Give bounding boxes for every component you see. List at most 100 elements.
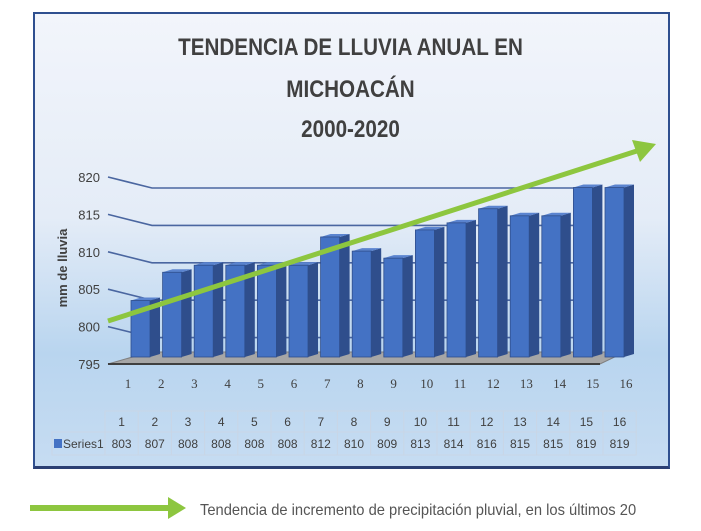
bar-side	[150, 297, 160, 357]
table-header-cell: 11	[447, 415, 460, 429]
bar-side	[624, 184, 634, 357]
table-value-cell: 816	[477, 437, 497, 451]
bar-top	[383, 255, 413, 259]
x-tick-label: 6	[291, 376, 298, 391]
bar-side	[308, 262, 318, 357]
y-tick-label: 795	[78, 357, 100, 372]
table-value-cell: 808	[244, 437, 264, 451]
table-value-cell: 809	[377, 437, 397, 451]
legend-key	[54, 439, 62, 448]
table-header-cell: 9	[384, 415, 391, 429]
table-header-cell: 6	[284, 415, 291, 429]
chart-title-line-2: MICHOACÁN	[286, 76, 415, 103]
table-value-cell: 813	[410, 437, 430, 451]
bar	[162, 271, 183, 358]
table-header-cell: 3	[185, 415, 192, 429]
x-tick-label: 12	[487, 376, 500, 391]
table-value-cell: 803	[112, 437, 132, 451]
chart-title-line-3: 2000-2020	[301, 116, 400, 143]
bar-side	[529, 212, 540, 357]
bar-top	[447, 219, 476, 223]
x-tick-label: 13	[520, 376, 533, 391]
y-tick-label: 815	[78, 207, 100, 222]
y-axis-title: mm de lluvia	[55, 228, 70, 308]
table-value-cell: 810	[344, 437, 364, 451]
table-value-cell: 814	[444, 437, 464, 451]
bar-top	[415, 226, 445, 230]
x-tick-label: 8	[357, 376, 364, 391]
trend-arrowhead	[632, 140, 656, 162]
table-header-cell: 2	[151, 415, 158, 429]
table-header-cell: 1	[118, 415, 125, 429]
bar	[604, 187, 625, 358]
gridline	[107, 176, 592, 189]
bar-top	[510, 212, 540, 216]
bar	[225, 264, 246, 358]
bar-side	[213, 262, 224, 357]
gridline	[107, 251, 592, 264]
bar-side	[181, 269, 192, 357]
trend-legend-text: Tendencia de incremento de precipitación…	[200, 502, 637, 519]
x-tick-label: 2	[158, 376, 165, 391]
table-value-cell: 808	[178, 437, 198, 451]
x-tick-label: 4	[224, 376, 231, 391]
x-tick-label: 15	[586, 376, 599, 391]
bar	[193, 264, 214, 358]
bar	[414, 229, 435, 358]
bar-top	[541, 212, 571, 216]
table-header-cell: 4	[218, 415, 225, 429]
y-tick-label: 800	[78, 320, 100, 335]
bar-side	[339, 233, 350, 357]
bar-side	[402, 255, 413, 357]
trend-line	[107, 147, 641, 324]
x-tick-label: 11	[454, 376, 467, 391]
table-value-cell: 812	[311, 437, 331, 451]
bar-side	[560, 212, 571, 357]
bar-top	[573, 184, 603, 188]
x-tick-label: 9	[390, 376, 397, 391]
bar-side	[371, 248, 382, 357]
x-tick-label: 5	[258, 376, 265, 391]
bar-side	[276, 262, 287, 357]
bar-top	[289, 262, 318, 266]
bar-side	[434, 226, 445, 357]
table-value-cell: 808	[278, 437, 298, 451]
bar-top	[162, 269, 192, 273]
table-value-cell: 819	[576, 437, 596, 451]
legend-arrow-shaft	[30, 505, 170, 511]
table-header-cell: 13	[513, 415, 527, 429]
bar-top	[352, 248, 382, 252]
chart-title-line-1: TENDENCIA DE LLUVIA ANUAL EN	[178, 34, 523, 61]
table-header-cell: 14	[547, 415, 561, 429]
bar-side	[592, 184, 603, 357]
table-header-cell: 8	[351, 415, 358, 429]
legend-series-name: Series1	[63, 437, 104, 451]
table-header-cell: 15	[580, 415, 594, 429]
bar	[573, 187, 593, 358]
bar-side	[244, 262, 255, 357]
bar	[478, 208, 499, 358]
x-tick-label: 3	[191, 376, 198, 391]
table-header-cell: 7	[317, 415, 324, 429]
gridline	[107, 213, 592, 227]
bar	[541, 215, 562, 358]
bar	[351, 250, 372, 358]
table-value-cell: 815	[510, 437, 530, 451]
bar-top	[194, 262, 224, 266]
bar	[509, 215, 530, 358]
bar-top	[225, 262, 255, 266]
table-value-cell: 819	[610, 437, 630, 451]
table-header-cell: 10	[414, 415, 428, 429]
bar-side	[466, 219, 476, 357]
table-data-row	[51, 431, 637, 456]
bar	[446, 222, 467, 358]
x-tick-label: 7	[324, 376, 331, 391]
table-value-cell: 808	[211, 437, 231, 451]
x-tick-label: 1	[125, 376, 132, 391]
y-tick-label: 810	[78, 245, 100, 260]
table-value-cell: 807	[145, 437, 165, 451]
bar-top	[605, 184, 634, 188]
y-tick-label: 805	[78, 282, 100, 297]
bar-top	[320, 233, 350, 237]
